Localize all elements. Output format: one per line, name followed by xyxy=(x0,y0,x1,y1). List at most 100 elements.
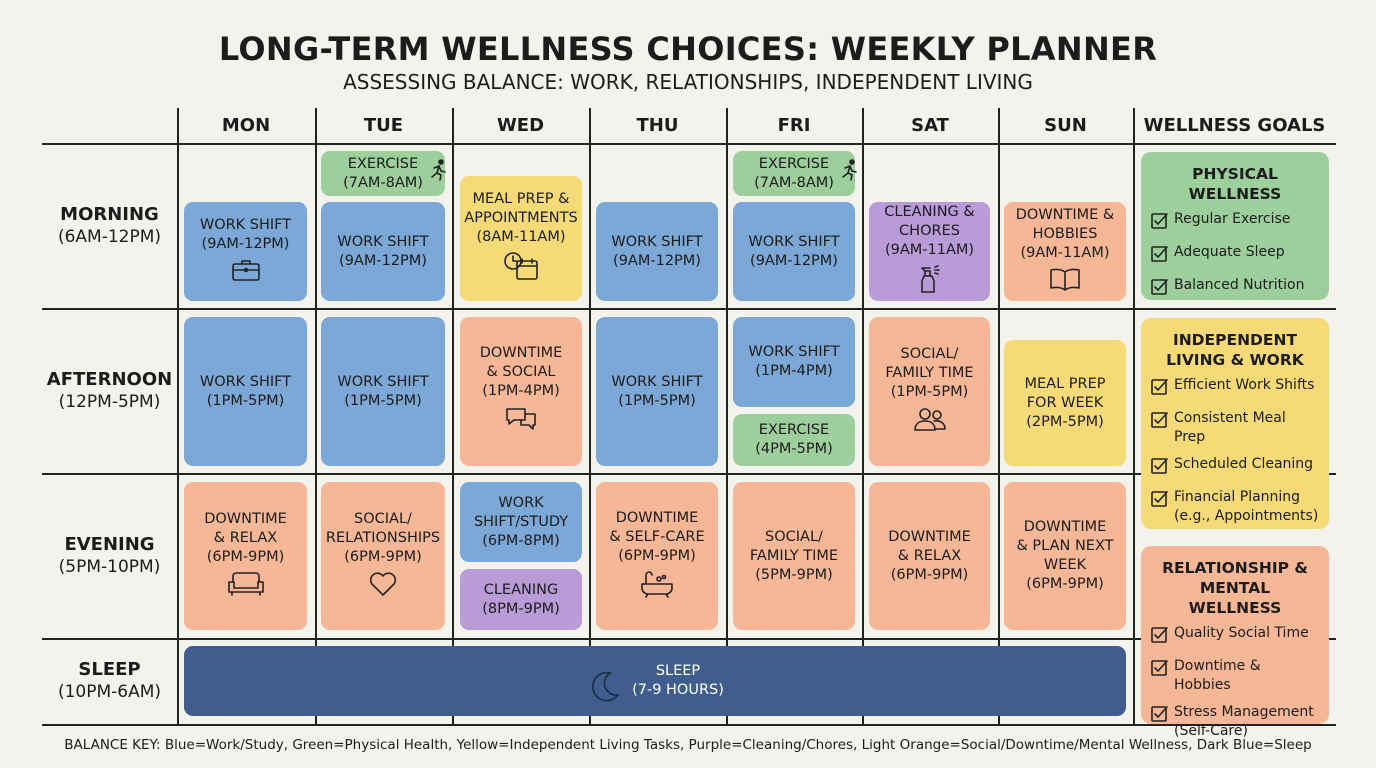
goal-item: Efficient Work Shifts xyxy=(1151,376,1319,401)
schedule-block: EXERCISE (7AM-8AM) xyxy=(321,151,446,196)
goal-item-text: Downtime & Hobbies xyxy=(1174,657,1319,695)
block-line: DOWNTIME xyxy=(479,345,563,361)
block-line: (9AM-12PM) xyxy=(339,252,427,269)
block-line: DOWNTIME xyxy=(615,509,699,526)
block-line: (1PM-5PM) xyxy=(206,392,285,409)
spray-bottle-icon xyxy=(918,260,942,300)
grid-line xyxy=(998,108,1000,725)
block-text: SOCIAL/RELATIONSHIPS (6PM-9PM) xyxy=(326,510,440,567)
schedule-block: SOCIAL/FAMILY TIME (1PM-5PM) xyxy=(869,317,990,466)
block-text: WORK SHIFT (9AM-12PM) xyxy=(611,233,702,271)
goal-item-text: Adequate Sleep xyxy=(1174,243,1285,268)
briefcase-icon xyxy=(231,254,261,288)
block-text: EXERCISE (4PM-5PM) xyxy=(755,421,833,459)
day-header-sun: SUN xyxy=(1044,115,1087,136)
checkbox-icon xyxy=(1151,624,1174,649)
row-name: SLEEP xyxy=(78,659,141,680)
grid-line xyxy=(42,473,1336,475)
checkbox-icon xyxy=(1151,455,1174,480)
row-time: (12PM-5PM) xyxy=(58,391,161,412)
block-line: (7-9 HOURS) xyxy=(632,682,724,698)
day-header-tue: TUE xyxy=(363,115,404,136)
goal-item: Scheduled Cleaning xyxy=(1151,455,1319,480)
schedule-block: EXERCISE (7AM-8AM) xyxy=(733,151,857,196)
block-line: (9AM-12PM) xyxy=(201,235,290,252)
block-line: & SELF-CARE xyxy=(609,528,705,545)
goal-item-line: Stress Management xyxy=(1174,704,1314,720)
block-line: DOWNTIME xyxy=(1023,519,1107,535)
block-line: APPOINTMENTS xyxy=(464,210,578,226)
block-text: DOWNTIME & HOBBIES (9AM-11AM) xyxy=(1016,206,1114,263)
goal-item: Quality Social Time xyxy=(1151,624,1319,649)
grid-line xyxy=(726,108,728,725)
block-text: CLEANING (8PM-9PM) xyxy=(482,581,560,619)
day-header-fri: FRI xyxy=(777,115,811,136)
goal-item-line: (e.g., Appointments) xyxy=(1174,508,1319,524)
goal-item-line: Financial Planning xyxy=(1174,489,1301,505)
block-line: (9AM-11AM) xyxy=(884,242,975,258)
goal-item-line: Regular Exercise xyxy=(1174,211,1291,227)
block-line: (1PM-5PM) xyxy=(618,392,696,409)
block-line: (6PM-9PM) xyxy=(618,547,696,564)
block-line: MEAL PREP & xyxy=(472,191,570,207)
schedule-block: DOWNTIME & RELAX (6PM-9PM) xyxy=(869,482,990,630)
checkbox-icon xyxy=(1151,657,1174,695)
goal-title: RELATIONSHIP & MENTAL WELLNESS xyxy=(1151,558,1319,618)
grid-line xyxy=(1133,108,1135,725)
block-text: DOWNTIME & RELAX (6PM-9PM) xyxy=(204,510,287,567)
block-text: DOWNTIME & PLAN NEXT WEEK (6PM-9PM) xyxy=(1017,518,1114,594)
goal-item: Consistent Meal Prep xyxy=(1151,409,1319,447)
block-line: SOCIAL/ xyxy=(900,346,959,362)
block-line: CLEANING & xyxy=(884,204,975,220)
goal-title-line: LIVING & WORK xyxy=(1166,351,1304,369)
day-header-thu: THU xyxy=(636,115,679,136)
day-header-mon: MON xyxy=(221,115,271,136)
block-line: SHIFT/STUDY xyxy=(473,513,569,530)
chat-icon xyxy=(504,401,538,439)
row-header-morning: MORNING (6AM-12PM) xyxy=(42,143,177,308)
goal-item-line: (Self-Care) xyxy=(1174,723,1248,739)
goal-item-line: Scheduled Cleaning xyxy=(1174,456,1314,472)
goal-item-text: Regular Exercise xyxy=(1174,210,1290,235)
grid-line xyxy=(42,308,1336,310)
goals-header: WELLNESS GOALS xyxy=(1143,115,1326,136)
schedule-block: WORK SHIFT/STUDY (6PM-8PM) xyxy=(460,482,582,562)
block-text: MEAL PREP FOR WEEK (2PM-5PM) xyxy=(1024,375,1105,432)
goal-item: Downtime & Hobbies xyxy=(1151,657,1319,695)
block-line: WEEK xyxy=(1043,557,1087,573)
goal-item-text: Efficient Work Shifts xyxy=(1174,376,1314,401)
checkbox-icon xyxy=(1151,210,1174,235)
goal-title-line: PHYSICAL WELLNESS xyxy=(1188,165,1282,203)
block-line: MEAL PREP xyxy=(1024,375,1106,392)
block-text: DOWNTIME & SELF-CARE (6PM-9PM) xyxy=(609,509,704,566)
row-name: MORNING xyxy=(60,203,159,225)
sleep-text: SLEEP (7-9 HOURS) xyxy=(632,662,724,700)
grid-line xyxy=(177,108,179,725)
goal-title-line: MENTAL WELLNESS xyxy=(1188,579,1282,617)
goal-title: PHYSICAL WELLNESS xyxy=(1151,164,1319,204)
row-header-sleep: SLEEP (10PM-6AM) xyxy=(42,638,177,724)
checkbox-icon xyxy=(1151,409,1174,447)
block-line: DOWNTIME xyxy=(888,528,971,545)
moon-icon xyxy=(586,665,622,711)
block-line: HOBBIES xyxy=(1032,226,1098,242)
goal-panel: PHYSICAL WELLNESS Regular Exercise Adequat… xyxy=(1141,152,1329,300)
block-line: EXERCISE xyxy=(347,155,419,172)
goal-item-line: Downtime & Hobbies xyxy=(1174,658,1261,693)
grid-line xyxy=(589,108,591,725)
goal-item: Adequate Sleep xyxy=(1151,243,1319,268)
goal-item: Regular Exercise xyxy=(1151,210,1319,235)
block-line: (9AM-12PM) xyxy=(750,252,838,269)
goal-item: Balanced Nutrition xyxy=(1151,276,1319,301)
block-line: & PLAN NEXT xyxy=(1016,538,1114,554)
block-line: (8PM-9PM) xyxy=(482,600,560,617)
schedule-block: WORK SHIFT (9AM-12PM) xyxy=(596,202,718,301)
checkbox-icon xyxy=(1151,488,1174,526)
schedule-block: SOCIAL/RELATIONSHIPS (6PM-9PM) xyxy=(321,482,445,630)
sofa-icon xyxy=(226,567,266,603)
schedule-block: WORK SHIFT (9AM-12PM) xyxy=(733,202,855,301)
goal-item-line: Efficient Work Shifts xyxy=(1174,377,1315,393)
bathtub-icon xyxy=(639,566,675,604)
block-line: (6PM-9PM) xyxy=(890,566,969,583)
block-line: WORK SHIFT xyxy=(748,344,840,360)
